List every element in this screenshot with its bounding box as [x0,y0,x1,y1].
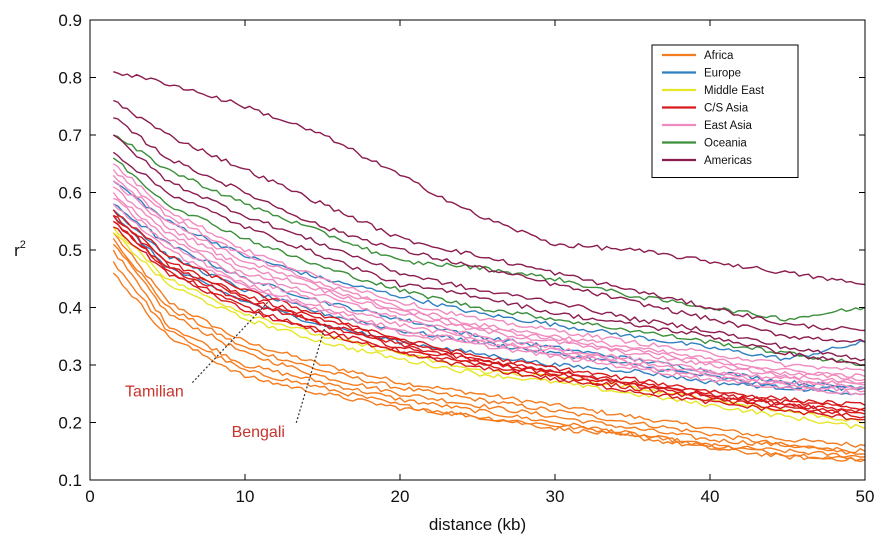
series-line-middle-east-2 [112,226,866,424]
series-line-africa-6 [112,272,866,462]
y-tick-label: 0.6 [58,184,82,203]
series-line-east-asia-1 [112,169,866,379]
y-tick-label: 0.2 [58,414,82,433]
series-line-americas-1 [113,71,866,286]
annotation-label-tamilian: Tamilian [125,384,184,401]
y-axis-title-superscript: 2 [20,239,26,251]
series-line-americas-3 [113,117,866,343]
y-tick-label: 0.3 [58,356,82,375]
y-tick-label: 0.9 [58,11,82,30]
annotation-leader-line [191,301,269,384]
series-line-africa-3 [112,243,866,455]
series-line-c-s-asia-4 [113,226,866,421]
x-tick-label: 0 [85,487,94,506]
series-line-americas-2 [113,99,866,332]
x-tick-label: 40 [701,487,720,506]
series-lines-layer [112,71,866,463]
series-line-middle-east-1 [112,232,866,430]
x-axis-title: distance (kb) [429,515,526,534]
legend-label-oceania: Oceania [704,138,747,150]
y-tick-label: 0.1 [58,471,82,490]
legend-label-east-asia: East Asia [704,120,753,132]
legend-box [651,44,799,178]
y-tick-label: 0.7 [58,126,82,145]
x-tick-label: 10 [236,487,255,506]
series-line-oceania-1 [113,134,866,322]
series-line-c-s-asia-5 [112,209,866,407]
series-line-east-asia-5 [112,192,866,390]
series-line-c-s-asia-6 [112,215,866,413]
legend: Africa Europe Middle East C/S Asia East Asia… [651,44,799,178]
series-line-east-asia-7 [112,163,866,372]
series-line-oceania-2 [112,157,866,367]
legend-label-americas: Americas [704,155,752,167]
axis-ticks-layer: 0 10 20 30 40 50 0.1 0.2 0.3 0.4 0.5 0.6 0.7 0.8 0.9 [58,11,874,506]
y-tick-label: 0.4 [58,299,82,318]
y-axis-title: r2 [14,239,26,260]
series-line-east-asia-2 [112,180,866,385]
annotations-layer: Tamilian Bengali [125,301,327,441]
series-line-europe-4 [112,215,866,392]
series-line-east-asia-6 [113,197,866,393]
series-line-east-asia-8 [112,203,866,396]
series-line-africa-5 [112,261,866,463]
legend-label-middle-east: Middle East [704,85,765,97]
legend-label-africa: Africa [704,50,734,62]
series-line-americas-4 [112,134,866,362]
legend-label-c-s-asia: C/S Asia [704,103,749,115]
series-line-east-asia-4 [112,186,866,386]
series-line-africa-2 [112,238,866,454]
y-tick-label: 0.5 [58,241,82,260]
y-tick-label: 0.8 [58,69,82,88]
series-line-east-asia-3 [112,174,866,382]
annotation-leader-line [295,324,327,424]
legend-label-europe: Europe [704,68,741,80]
series-line-americas-5 [112,151,866,366]
series-line-c-s-asia-3 [112,220,866,419]
series-line-europe-1 [112,180,866,362]
x-tick-label: 50 [856,487,875,506]
annotation-label-bengali: Bengali [232,424,285,441]
y-axis-title-base: r [14,241,20,260]
series-line-africa-1 [112,232,866,448]
x-tick-label: 20 [391,487,410,506]
x-tick-label: 30 [546,487,565,506]
